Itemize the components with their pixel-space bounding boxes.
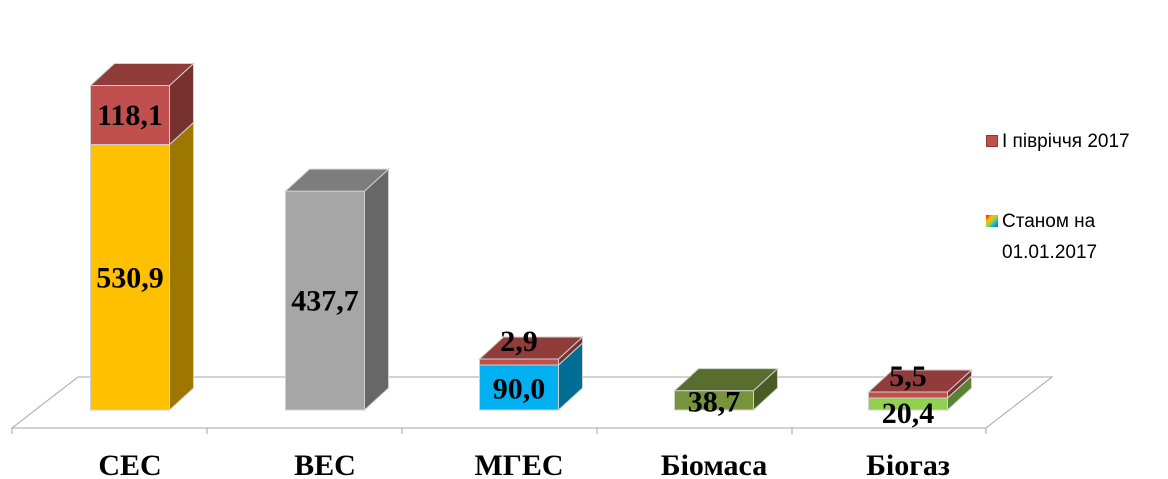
- labels-group: 530,9 118,1 СЕС 437,7 ВЕС 90,0 2,9 МГЕС 38,7 Біом…: [96, 99, 950, 479]
- data-label-ses-h1: 118,1: [97, 99, 163, 132]
- bar-biomasa-base-top: [673, 368, 779, 392]
- category-label-ves: ВЕС: [294, 449, 356, 479]
- bar-ses-h1: [89, 62, 195, 146]
- bar-ves-base-side: [364, 168, 389, 412]
- bar-ves-base: [284, 168, 390, 412]
- bar-biohaz-h1-top: [867, 369, 973, 393]
- bar-mges-h1: [478, 335, 584, 367]
- bar-ves-base-top: [284, 168, 390, 192]
- data-label-ses-base: 530,9: [96, 261, 164, 294]
- legend-swatch-base: [986, 215, 998, 227]
- legend-item-h1-2017: І півріччя 2017: [986, 126, 1166, 157]
- data-label-mges-base: 90,0: [493, 373, 546, 406]
- legend: І півріччя 2017 Станом на 01.01.2017: [986, 126, 1166, 268]
- bar-ses-base-side: [169, 121, 194, 412]
- bar-ves-base-front: [285, 190, 365, 411]
- category-label-biomasa: Біомаса: [661, 449, 768, 479]
- data-label-mges-h1: 2,9: [500, 325, 538, 358]
- data-label-biomasa-base: 38,7: [688, 385, 741, 418]
- legend-label-base: Станом на 01.01.2017: [1002, 211, 1098, 263]
- legend-label-h1: І півріччя 2017: [1002, 131, 1130, 152]
- data-label-biohaz-h1: 5,5: [889, 360, 927, 393]
- bar-mges-base-front: [479, 364, 559, 411]
- category-label-ses: СЕС: [98, 449, 161, 479]
- data-label-biohaz-base: 20,4: [882, 397, 935, 430]
- category-label-mges: МГЕС: [474, 449, 563, 479]
- category-label-biohaz: Біогаз: [866, 449, 950, 479]
- bar-mges-h1-top: [478, 336, 584, 360]
- bar-biomasa-base: [673, 367, 779, 412]
- bar-biohaz-h1: [867, 368, 973, 400]
- bars-group: [89, 62, 973, 412]
- data-label-ves-base: 437,7: [291, 285, 359, 318]
- legend-item-base-2017: Станом на 01.01.2017: [986, 206, 1166, 268]
- bar-ses-h1-top: [89, 63, 195, 86]
- bar-mges-h1-front: [479, 358, 559, 366]
- legend-swatch-h1: [986, 135, 998, 147]
